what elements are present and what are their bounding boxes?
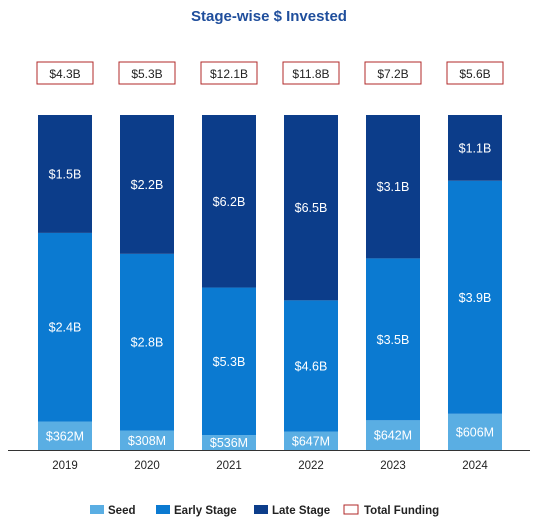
data-label: $2.8B — [131, 336, 164, 350]
legend-swatch — [156, 505, 170, 514]
total-funding-label: $12.1B — [210, 67, 248, 81]
bar-segment-late-stage-2020 — [120, 115, 174, 254]
total-funding-label: $5.3B — [131, 67, 162, 81]
x-tick-label: 2024 — [462, 460, 488, 472]
total-funding-label: $5.6B — [459, 67, 490, 81]
bar-segment-late-stage-2021 — [202, 115, 256, 288]
bar-segment-early-stage-2024 — [448, 180, 502, 414]
bar-segment-late-stage-2023 — [366, 115, 420, 259]
bar-segment-seed-2024 — [448, 413, 502, 450]
data-label: $536M — [210, 436, 248, 450]
x-tick-label: 2021 — [216, 460, 242, 472]
legend-swatch — [343, 504, 359, 515]
bar-segment-early-stage-2022 — [284, 300, 338, 432]
data-label: $1.5B — [49, 167, 82, 181]
data-label: $647M — [292, 434, 330, 448]
total-funding-box — [282, 61, 340, 85]
total-funding-box — [118, 61, 176, 85]
total-funding-label: $11.8B — [292, 67, 329, 81]
x-tick-label: 2019 — [52, 460, 78, 472]
data-label: $4.6B — [295, 359, 328, 373]
total-funding-label: $7.2B — [377, 67, 408, 81]
bar-segment-early-stage-2020 — [120, 253, 174, 431]
data-label: $3.9B — [459, 291, 492, 305]
total-funding-box — [36, 61, 94, 85]
bar-segment-seed-2022 — [284, 431, 338, 450]
x-tick-label: 2020 — [134, 460, 160, 472]
data-label: $642M — [374, 429, 412, 443]
legend-label: Late Stage — [272, 505, 330, 517]
legend-label: Seed — [108, 505, 136, 517]
bar-segment-late-stage-2024 — [448, 115, 502, 181]
bar-segment-late-stage-2022 — [284, 115, 338, 301]
legend-swatch — [90, 505, 104, 514]
data-label: $6.2B — [213, 195, 246, 209]
chart-title: Stage-wise $ Invested — [191, 8, 347, 25]
bar-segment-seed-2019 — [38, 421, 92, 450]
bar-segment-seed-2023 — [366, 420, 420, 450]
bar-segment-early-stage-2019 — [38, 232, 92, 422]
x-tick-label: 2022 — [298, 460, 324, 472]
data-label: $3.5B — [377, 333, 410, 347]
x-tick-label: 2023 — [380, 460, 406, 472]
legend-label: Total Funding — [364, 505, 439, 517]
bar-segment-late-stage-2019 — [38, 115, 92, 233]
data-label: $2.2B — [131, 178, 164, 192]
data-label: $3.1B — [377, 180, 410, 194]
legend-swatch — [254, 505, 268, 514]
bar-segment-seed-2020 — [120, 430, 174, 450]
data-label: $2.4B — [49, 321, 82, 335]
data-label: $5.3B — [213, 355, 246, 369]
legend-label: Early Stage — [174, 505, 237, 517]
data-label: $1.1B — [459, 141, 492, 155]
data-label: $6.5B — [295, 201, 328, 215]
bar-segment-early-stage-2023 — [366, 258, 420, 421]
data-label: $362M — [46, 429, 84, 443]
total-funding-box — [200, 61, 258, 85]
data-label: $606M — [456, 425, 494, 439]
total-funding-box — [364, 61, 422, 85]
bar-segment-seed-2021 — [202, 435, 256, 450]
total-funding-box — [446, 61, 504, 85]
bar-segment-early-stage-2021 — [202, 287, 256, 436]
total-funding-label: $4.3B — [49, 67, 80, 81]
data-label: $308M — [128, 434, 166, 448]
